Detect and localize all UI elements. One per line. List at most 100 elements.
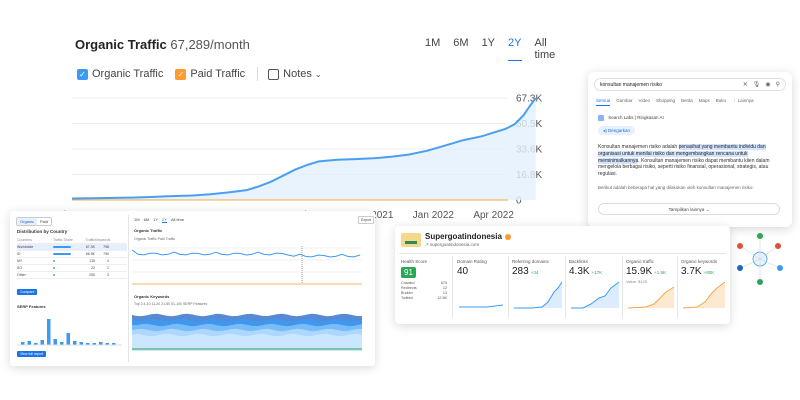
referring-domains-value: 283 xyxy=(512,266,529,277)
period-2y[interactable]: 2Y xyxy=(162,217,167,223)
sparkline xyxy=(459,304,504,308)
table-row[interactable]: SG 22 1 xyxy=(17,265,127,272)
period-2y[interactable]: 2Y xyxy=(508,37,522,61)
tab-berita[interactable]: Berita xyxy=(681,98,693,103)
microphone-icon[interactable]: 🎙 xyxy=(752,82,761,88)
health-score-panel[interactable]: Health Score 91 Crawled 675 Redirects 12 B… xyxy=(401,259,451,319)
view-report-button[interactable]: View full report xyxy=(17,351,47,357)
country-name: SG xyxy=(17,266,23,270)
period-1y[interactable]: 1Y xyxy=(153,217,159,222)
serp-bar xyxy=(92,343,96,345)
traffic-value: 250 xyxy=(89,273,95,277)
sparkline xyxy=(627,286,675,309)
serp-bar xyxy=(66,333,70,345)
table-row[interactable]: Worldwide 67.3K 798 xyxy=(17,244,127,251)
period-1m[interactable]: 1M xyxy=(425,37,441,49)
period-all-time[interactable]: All time xyxy=(534,37,556,61)
period-6m[interactable]: 6M xyxy=(143,217,150,222)
notes-label: Notes xyxy=(283,68,312,80)
tab-gambar[interactable]: Gambar xyxy=(616,98,633,103)
organic-keywords-change: +80K xyxy=(703,270,715,275)
diagram-node xyxy=(757,279,763,285)
serp-bar xyxy=(21,342,25,345)
search-tabs: Semua Gambar Video Shopping Berita Maps … xyxy=(596,98,754,106)
serp-features-title: SERP Features xyxy=(17,304,46,309)
site-logo xyxy=(401,233,421,247)
backlinks-label: Backlinks xyxy=(569,259,589,264)
country-name: Other xyxy=(17,273,26,277)
listen-button[interactable]: ◂) Dengarkan xyxy=(598,126,636,135)
header-divider xyxy=(399,253,726,254)
crawled-value: 675 xyxy=(440,281,447,285)
organic-traffic-panel[interactable]: Organic traffic 15.9K +1.6K Value: $120 xyxy=(626,259,676,319)
domain-rating-label: Domain Rating xyxy=(457,259,487,264)
search-icon[interactable]: ⚲ xyxy=(775,82,780,88)
backlinks-panel[interactable]: Backlinks 4.3K +17K xyxy=(569,259,621,319)
serp-bar xyxy=(73,341,77,345)
serp-bar xyxy=(79,342,83,345)
search-labs-header: Search Labs | Ringkasan AI xyxy=(598,115,664,121)
period-all-time[interactable]: All time xyxy=(170,217,185,222)
compare-button[interactable]: Compare xyxy=(17,289,38,295)
export-button[interactable]: Export xyxy=(358,216,375,224)
period-1m[interactable]: 1M xyxy=(134,217,140,222)
crawl-stats: Crawled 675 Redirects 12 Broken 13 Twitted 1… xyxy=(401,281,447,301)
organic-keywords-panel[interactable]: Organic keywords 3.7K +80K xyxy=(681,259,727,319)
table-header: Countries Traffic Share Traffic Keywords xyxy=(17,237,127,244)
site-url[interactable]: ↗ supergoatindonesia.com xyxy=(425,242,479,248)
organic-traffic-toggle[interactable]: ✓ Organic Traffic xyxy=(77,68,163,80)
notes-dropdown[interactable]: Notes ⌄ xyxy=(268,68,322,80)
referring-domains-sparkline xyxy=(514,281,563,309)
y-tick-label: 67.3K xyxy=(516,94,542,105)
distribution-title: Distribution by Country xyxy=(17,229,68,234)
checkbox-checked-icon: ✓ xyxy=(77,68,88,80)
serp-bar xyxy=(86,343,90,345)
camera-icon[interactable]: ◉ xyxy=(765,82,771,88)
tab-lainnya[interactable]: ⋮ Lainnya xyxy=(732,98,754,103)
title-label: Organic Traffic xyxy=(75,37,167,52)
dashboard-traffic-legend: Organic Traffic Paid Traffic xyxy=(134,237,176,241)
toggle-paid[interactable]: Paid xyxy=(40,219,49,224)
table-row[interactable]: MY 115 4 xyxy=(17,258,127,265)
tab-video[interactable]: Video xyxy=(638,98,650,103)
show-more-button[interactable]: Tampilkan lainnya ⌄ xyxy=(598,203,780,215)
organic-traffic-label: Organic Traffic xyxy=(92,68,164,80)
country-table: Countries Traffic Share Traffic Keywords… xyxy=(17,237,127,279)
referring-domains-panel[interactable]: Referring domains 283 +34 xyxy=(512,259,564,319)
diagram-node xyxy=(757,233,763,239)
site-name-text: Supergoatindonesia xyxy=(425,232,502,241)
table-row[interactable]: ID 66.9K 790 xyxy=(17,251,127,258)
sparkline-area xyxy=(571,282,619,308)
period-1y[interactable]: 1Y xyxy=(481,37,496,49)
health-score-label: Health Score xyxy=(401,259,428,264)
search-query[interactable]: konsultan manajemen risiko xyxy=(600,81,662,88)
traffic-line xyxy=(132,249,361,258)
diagram-node xyxy=(737,243,743,249)
toggle-organic[interactable]: Organic xyxy=(17,218,38,225)
paid-traffic-toggle[interactable]: ✓ Paid Traffic xyxy=(175,68,245,80)
organic-traffic-change: +1.6K xyxy=(654,270,667,275)
column-divider xyxy=(565,256,566,318)
domain-rating-panel[interactable]: Domain Rating 40 xyxy=(457,259,507,319)
x-tick-label: Apr 2022 xyxy=(473,210,514,221)
traffic-value: 115 xyxy=(89,259,95,263)
serp-bar xyxy=(40,340,44,345)
share-bar xyxy=(53,260,55,262)
backlinks-value: 4.3K xyxy=(569,266,590,277)
tab-buku[interactable]: Buku xyxy=(715,98,727,103)
labs-icon xyxy=(598,115,604,121)
organic-paid-toggle: Organic Paid xyxy=(16,217,53,226)
search-bar[interactable]: konsultan manajemen risiko ✕ 🎙 ◉ ⚲ xyxy=(594,78,786,91)
dashboard-card: Organic Paid Distribution by Country Cou… xyxy=(10,211,375,366)
tab-shopping[interactable]: Shopping xyxy=(655,98,675,103)
table-row[interactable]: Other 250 3 xyxy=(17,272,127,279)
diagram-node xyxy=(775,243,781,249)
serp-bar xyxy=(34,343,38,345)
tab-maps[interactable]: Maps xyxy=(698,98,710,103)
health-score-value: 91 xyxy=(401,267,416,278)
column-divider xyxy=(452,256,453,318)
close-icon[interactable]: ✕ xyxy=(742,82,748,88)
tab-semua[interactable]: Semua xyxy=(596,98,611,106)
period-6m[interactable]: 6M xyxy=(453,37,469,49)
broken-value: 13 xyxy=(442,291,447,295)
